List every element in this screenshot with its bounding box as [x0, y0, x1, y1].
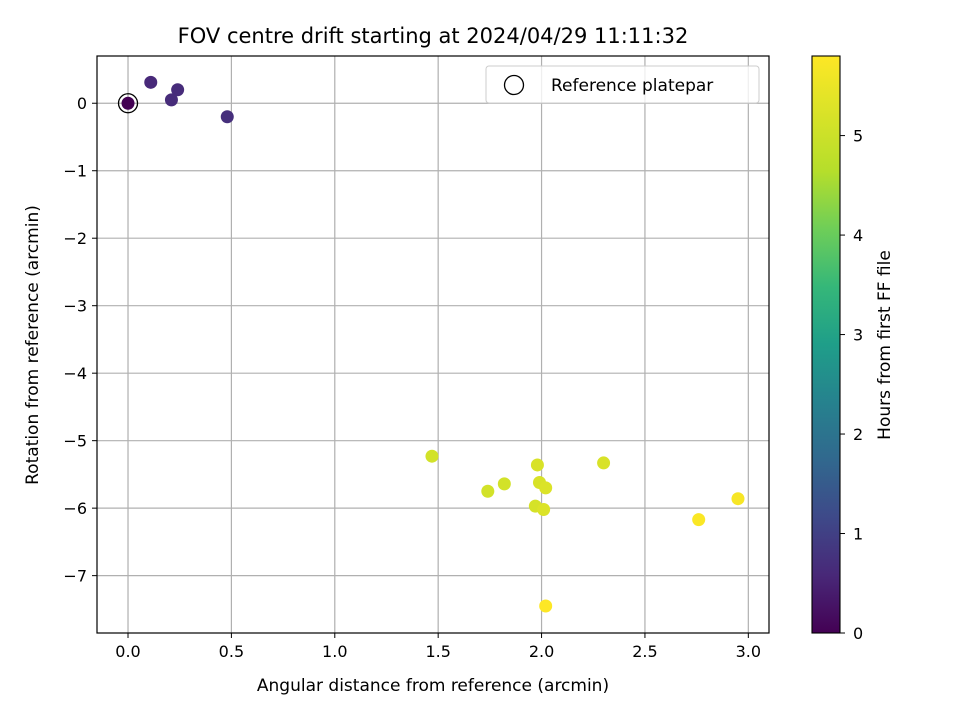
x-axis-ticks: 0.0 0.5 1.0 1.5 2.0 2.5 3.0: [115, 633, 761, 661]
colorbar-tick-label: 5: [853, 127, 863, 146]
scatter-point: [539, 599, 553, 613]
y-tick-label: 0: [77, 94, 87, 113]
colorbar-label: Hours from first FF file: [875, 250, 895, 440]
grid-lines: [97, 56, 769, 633]
x-tick-label: 1.0: [322, 642, 347, 661]
x-tick-label: 2.0: [529, 642, 554, 661]
x-tick-label: 3.0: [736, 642, 761, 661]
colorbar: 0 1 2 3 4 5 Hours from first FF file: [811, 55, 895, 643]
scatter-point: [425, 449, 439, 463]
x-axis-label: Angular distance from reference (arcmin): [257, 676, 609, 696]
scatter-point: [597, 456, 611, 470]
reference-platepar-marker: [117, 93, 139, 114]
legend-entry-reference: Reference platepar: [551, 76, 713, 96]
scatter-point: [121, 96, 135, 110]
y-tick-label: −1: [63, 162, 87, 181]
y-tick-label: −6: [63, 499, 87, 518]
colorbar-tick-label: 4: [853, 226, 863, 245]
x-tick-label: 0.5: [219, 642, 244, 661]
legend: Reference platepar: [485, 65, 760, 104]
chart-title: FOV centre drift starting at 2024/04/29 …: [178, 24, 689, 48]
scatter-point: [497, 477, 511, 491]
scatter-point: [220, 110, 234, 124]
y-tick-label: −3: [63, 297, 87, 316]
y-tick-label: −5: [63, 432, 87, 451]
y-tick-label: −2: [63, 229, 87, 248]
scatter-point: [164, 93, 178, 107]
colorbar-ticks: 0 1 2 3 4 5: [840, 127, 863, 643]
scatter-point: [530, 458, 544, 472]
scatter-point: [171, 83, 185, 97]
y-tick-label: −7: [63, 567, 87, 586]
scatter-point: [537, 503, 551, 517]
scatter-point: [481, 484, 495, 498]
legend-reference-marker: [503, 74, 525, 96]
scatter-point: [539, 481, 553, 495]
scatter-point: [692, 513, 706, 527]
plot-frame: [96, 55, 770, 634]
colorbar-frame: [811, 55, 841, 634]
scatter-point: [731, 492, 745, 506]
colorbar-tick-label: 0: [853, 624, 863, 643]
y-tick-label: −4: [63, 364, 87, 383]
x-tick-label: 0.0: [115, 642, 140, 661]
colorbar-tick-label: 3: [853, 326, 863, 345]
data-points: [117, 75, 745, 613]
x-tick-label: 1.5: [425, 642, 450, 661]
x-tick-label: 2.5: [632, 642, 657, 661]
legend-box: [485, 65, 760, 104]
scatter-point: [144, 75, 158, 89]
colorbar-tick-label: 1: [853, 525, 863, 544]
colorbar-tick-label: 2: [853, 425, 863, 444]
colorbar-gradient: [812, 56, 840, 633]
y-axis-ticks: 0 −1 −2 −3 −4 −5 −6 −7: [63, 94, 97, 586]
y-axis-label: Rotation from reference (arcmin): [23, 205, 43, 485]
